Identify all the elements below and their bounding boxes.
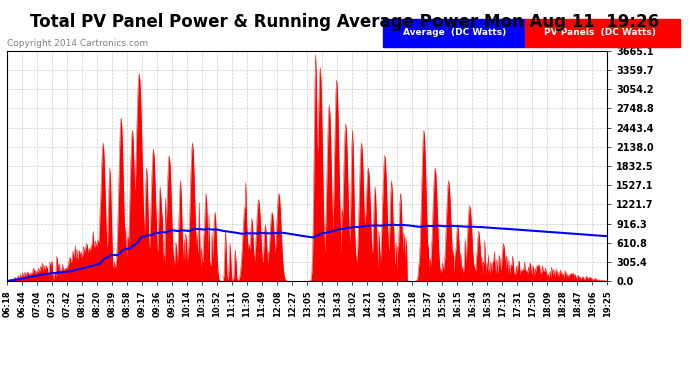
Text: Copyright 2014 Cartronics.com: Copyright 2014 Cartronics.com (7, 39, 148, 48)
Bar (525, 19, 680, 47)
Bar (383, 19, 525, 47)
Text: Average  (DC Watts): Average (DC Watts) (402, 28, 506, 38)
Text: Total PV Panel Power & Running Average Power Mon Aug 11  19:26: Total PV Panel Power & Running Average P… (30, 13, 660, 31)
Text: PV Panels  (DC Watts): PV Panels (DC Watts) (544, 28, 656, 38)
